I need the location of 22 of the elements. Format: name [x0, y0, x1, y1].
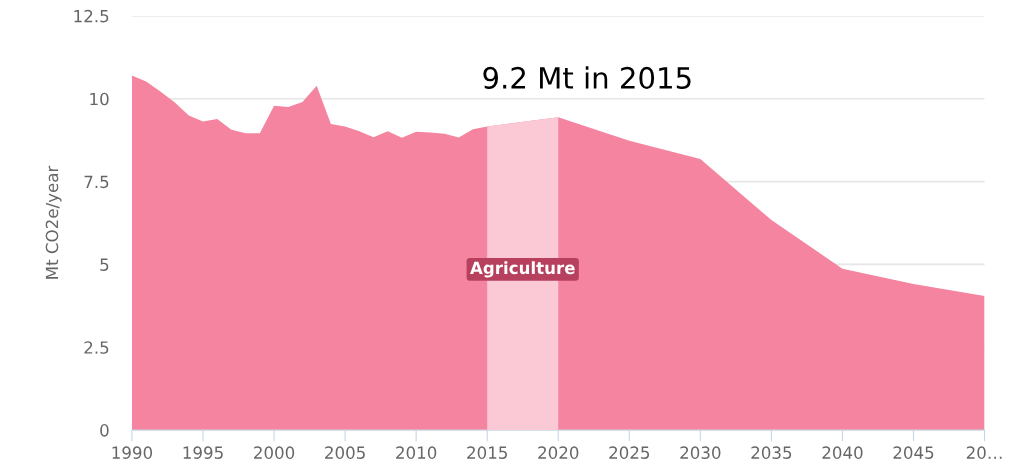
y-tick-label: 10	[90, 92, 109, 106]
x-tick-label: 20…	[966, 446, 1002, 459]
x-tick-label: 2020	[538, 446, 579, 459]
x-tick-label: 2015	[467, 446, 507, 459]
x-tick-label: 2040	[822, 446, 863, 459]
annotation: 9.2 Mt in 2015	[483, 66, 691, 89]
x-tick-label: 1995	[183, 446, 223, 459]
y-axis-title: Mt CO2e/year	[45, 165, 62, 279]
x-tick-label: 2035	[751, 446, 792, 459]
y-tick-label: 2.5	[84, 341, 109, 354]
x-tick-label: 2005	[325, 446, 365, 459]
y-tick-label: 0	[100, 424, 109, 437]
series-label: Agriculture	[470, 261, 575, 278]
x-tick-label: 2010	[396, 446, 437, 459]
x-tick-label: 1990	[112, 446, 153, 459]
y-tick-label: 12.5	[74, 9, 109, 23]
x-tick-label: 2025	[609, 446, 650, 459]
y-tick-label: 7.5	[84, 175, 109, 189]
y-tick-label: 5	[100, 258, 109, 271]
x-tick-label: 2045	[893, 446, 934, 459]
x-tick-label: 2030	[680, 446, 721, 459]
x-tick-label: 2000	[254, 446, 295, 459]
